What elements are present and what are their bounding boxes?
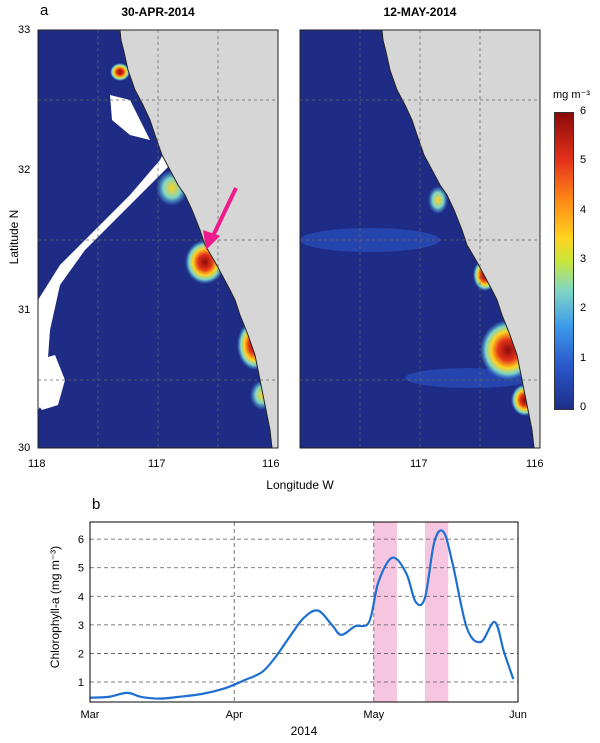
lon-tick-117-left: 117 [148, 458, 166, 470]
lon-tick-118: 118 [28, 458, 46, 470]
x-tick-labels: Mar Apr May Jun [81, 709, 527, 721]
map-left-cloud-mask-3 [110, 95, 150, 140]
highlight-band-2 [424, 522, 449, 702]
x-tick-mar: Mar [81, 709, 100, 721]
lon-tick-116-right: 116 [526, 458, 544, 470]
chart-ylabel: Chlorophyll-a (mg m⁻³) [48, 545, 62, 669]
colorbar-tick-3: 3 [580, 253, 587, 265]
map-xlabel: Longitude W [266, 478, 334, 492]
panel-a-label: a [40, 2, 49, 19]
y-tick-1: 1 [78, 677, 84, 689]
y-tick-5: 5 [78, 563, 84, 575]
lon-tick-116-left: 116 [262, 458, 280, 470]
chlorophyll-time-series: 1 2 3 4 5 6 Mar Apr May Jun [78, 521, 527, 721]
lat-tick-32: 32 [18, 164, 31, 176]
x-tick-jun: Jun [509, 709, 527, 721]
chlorophyll-maps [37, 29, 541, 449]
map-left-bloom-north [110, 63, 130, 81]
map-ylabel: Latitude N [7, 209, 21, 265]
chart-grid [90, 522, 518, 702]
map-right-bloom-mid [428, 186, 448, 214]
colorbar-tick-0: 0 [580, 401, 587, 413]
lat-tick-30: 30 [18, 442, 31, 454]
map-right-title: 12-MAY-2014 [383, 5, 457, 19]
highlight-bands [373, 522, 449, 702]
colorbar-tick-1: 1 [580, 352, 587, 364]
colorbar-tick-4: 4 [580, 204, 587, 216]
map-left-arrow [210, 187, 238, 239]
panel-b-label: b [92, 496, 101, 513]
map-left-title: 30-APR-2014 [121, 5, 195, 19]
lat-tick-31: 31 [18, 304, 31, 316]
colorbar [554, 112, 574, 410]
colorbar-unit: mg m⁻³ [553, 89, 590, 101]
y-tick-3: 3 [78, 620, 84, 632]
map-left-cloud-mask-2 [38, 355, 65, 410]
x-tick-may: May [363, 709, 384, 721]
map-left-arrow-head [203, 230, 220, 250]
highlight-band-1 [373, 522, 398, 702]
lat-tick-33: 33 [18, 24, 31, 36]
colorbar-tick-6: 6 [580, 105, 587, 117]
y-tick-labels: 1 2 3 4 5 6 [78, 534, 84, 689]
map-right-plume [300, 228, 440, 252]
chart-xlabel: 2014 [290, 724, 318, 738]
map-left [37, 29, 279, 449]
map-right [299, 29, 541, 449]
y-tick-6: 6 [78, 534, 84, 546]
y-tick-2: 2 [78, 648, 84, 660]
y-tick-4: 4 [78, 591, 84, 603]
plot-frame [89, 521, 519, 703]
lon-tick-117-right: 117 [410, 458, 428, 470]
x-tick-apr: Apr [226, 709, 243, 721]
series-line-chlorophyll [89, 529, 515, 700]
colorbar-tick-5: 5 [580, 154, 587, 166]
colorbar-tick-2: 2 [580, 302, 587, 314]
